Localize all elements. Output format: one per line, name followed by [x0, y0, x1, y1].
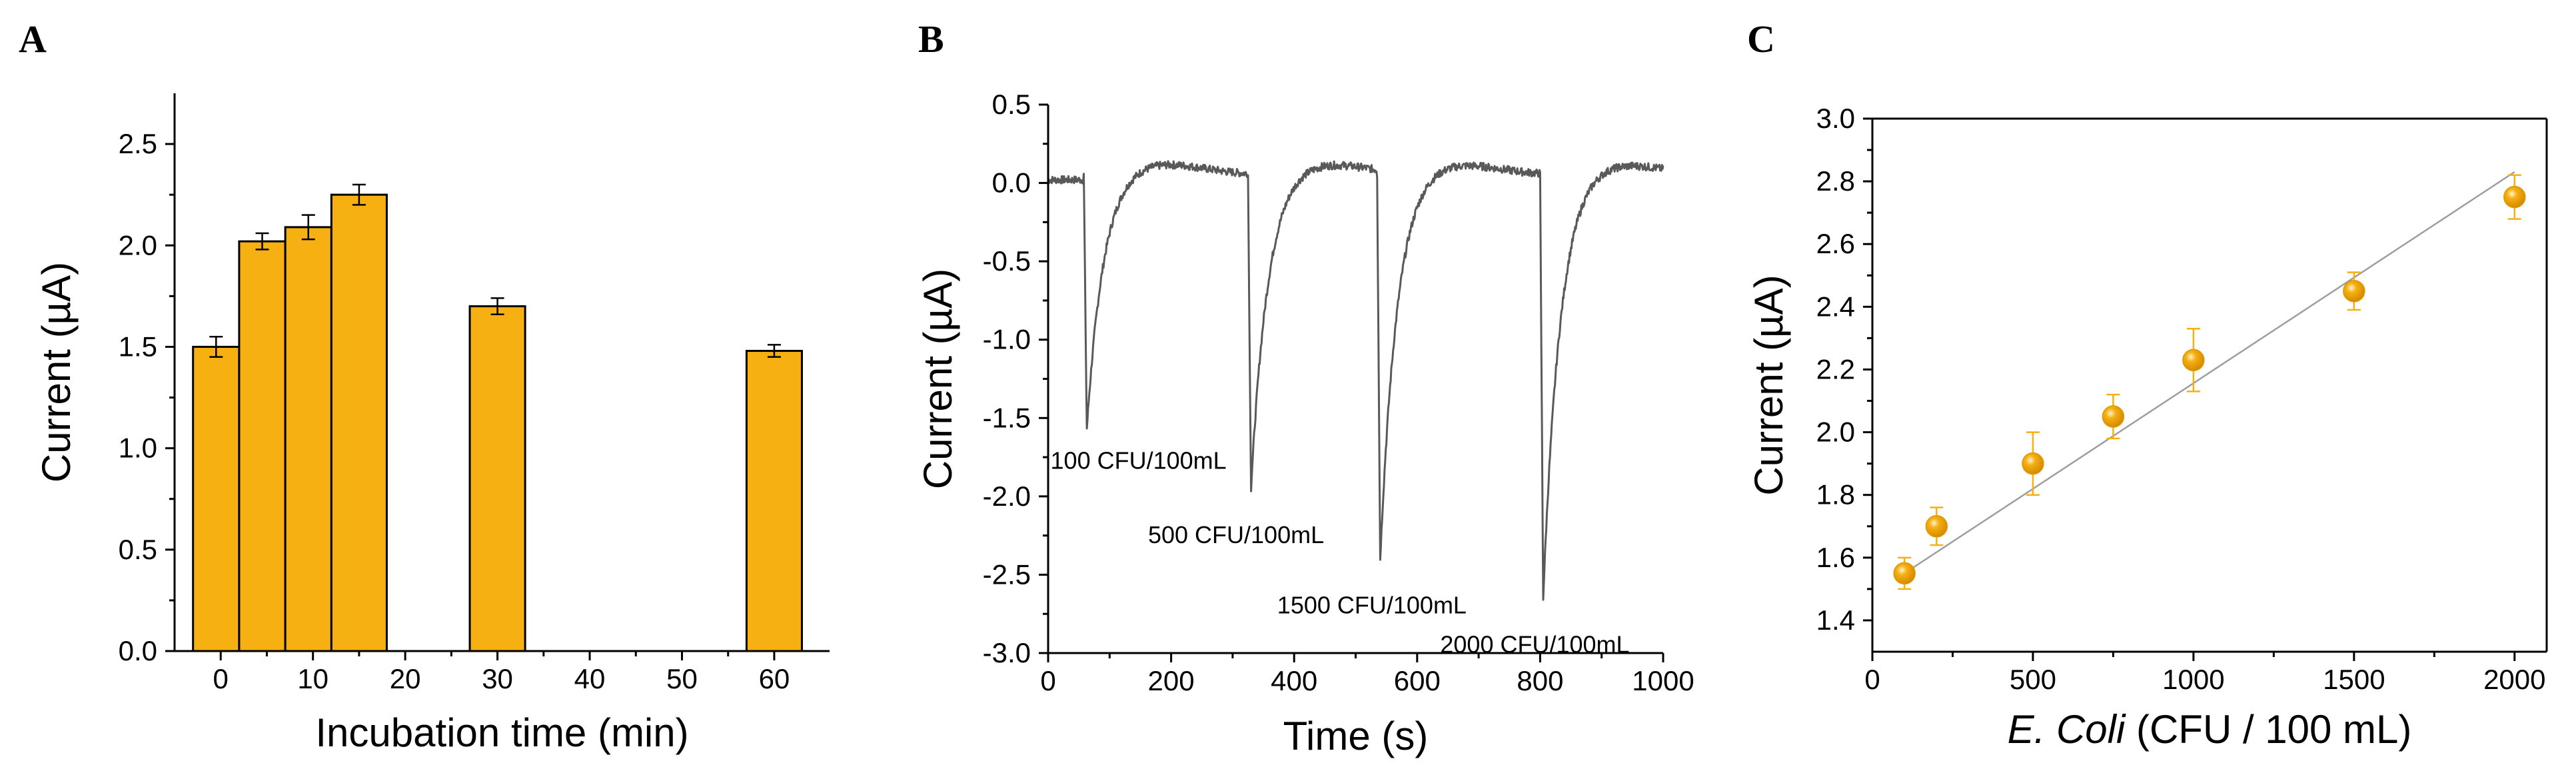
- y-tick-label: 1.5: [119, 331, 157, 362]
- x-tick-label: 800: [1517, 665, 1563, 696]
- y-tick-label: 2.4: [1816, 291, 1855, 322]
- x-axis-title: Time (s): [1283, 714, 1429, 758]
- bar: [238, 240, 287, 652]
- y-tick-label: -1.0: [983, 324, 1031, 355]
- x-tick-label: 500: [2010, 664, 2056, 695]
- bar: [284, 226, 332, 652]
- panel-a-bar-chart: 0 10 20 30 40 50 60 0.0 0.5 1.0 1.5 2.0 2.5 Incubatio…: [34, 93, 830, 755]
- y-tick-label: 2.0: [119, 229, 157, 261]
- bar: [192, 345, 241, 652]
- x-tick-label: 0: [1040, 665, 1055, 696]
- x-tick-label: 60: [759, 663, 790, 694]
- y-tick-label: 1.0: [119, 432, 157, 464]
- y-tick-label: 2.0: [1816, 416, 1855, 448]
- x-tick-label: 0: [1864, 664, 1880, 695]
- data-point: [2182, 349, 2205, 372]
- panel-label-a: A: [19, 17, 47, 61]
- y-tick-label: 3.0: [1816, 103, 1855, 134]
- bar: [330, 193, 388, 652]
- x-axis-title-italic: E. Coli: [2008, 707, 2126, 752]
- y-tick-label: 0.0: [992, 167, 1031, 199]
- y-tick-label: -3.0: [983, 637, 1031, 668]
- fit-line: [1904, 171, 2515, 574]
- panel-label-b: B: [918, 17, 944, 61]
- x-tick-label: 30: [482, 663, 513, 694]
- x-tick-label: 600: [1394, 665, 1441, 696]
- y-tick-label: -2.0: [983, 480, 1031, 512]
- y-tick-label: 2.8: [1816, 165, 1855, 197]
- x-tick-label: 1500: [2323, 664, 2385, 695]
- y-tick-label: 2.2: [1816, 353, 1855, 385]
- x-tick-label: 400: [1271, 665, 1317, 696]
- y-tick-label: 2.6: [1816, 228, 1855, 259]
- panel-c-scatter-chart: 0 500 1000 1500 2000 1.4 1.6 1.8 2.0 2.2 2.4 2.6 2.8…: [1746, 103, 2548, 752]
- peak-label: 100 CFU/100mL: [1051, 447, 1227, 474]
- x-tick-label: 1000: [1632, 665, 1694, 696]
- x-tick-label: 40: [574, 663, 606, 694]
- bar: [468, 305, 526, 652]
- x-tick-label: 0: [213, 663, 229, 694]
- data-point: [2022, 452, 2044, 475]
- x-tick-label: 2000: [2483, 664, 2545, 695]
- y-tick-label: 0.5: [119, 534, 157, 565]
- y-tick-label: 0.5: [992, 89, 1031, 120]
- y-tick-label: -2.5: [983, 558, 1031, 590]
- x-tick-label: 200: [1148, 665, 1195, 696]
- x-tick-label: 1000: [2162, 664, 2224, 695]
- bar: [745, 350, 803, 652]
- x-axis-title: E. Coli (CFU / 100 mL): [2008, 707, 2412, 752]
- x-tick-label: 20: [390, 663, 421, 694]
- y-axis-title: Current (µA): [916, 269, 960, 489]
- y-axis-title: Current (µA): [34, 262, 79, 482]
- x-tick-label: 10: [297, 663, 328, 694]
- data-point: [1925, 515, 1948, 538]
- data-point: [2343, 280, 2365, 303]
- x-axis-title-rest: (CFU / 100 mL): [2125, 707, 2411, 752]
- y-tick-label: 1.6: [1816, 542, 1855, 573]
- y-tick-label: -1.5: [983, 402, 1031, 433]
- y-tick-label: -0.5: [983, 245, 1031, 277]
- panel-b-line-chart: 100 CFU/100mL 500 CFU/100mL 1500 CFU/100mL…: [916, 89, 1694, 758]
- peak-label: 1500 CFU/100mL: [1277, 592, 1467, 619]
- y-tick-label: 1.8: [1816, 479, 1855, 510]
- data-point: [2503, 185, 2526, 209]
- y-tick-label: 2.5: [119, 128, 157, 159]
- x-tick-label: 50: [666, 663, 698, 694]
- panel-label-c: C: [1747, 17, 1775, 61]
- y-axis-title: Current (µA): [1746, 275, 1791, 495]
- current-trace-line: [1047, 160, 1664, 601]
- y-tick-label: 1.4: [1816, 604, 1855, 636]
- data-point: [1893, 562, 1916, 585]
- data-point: [2102, 405, 2125, 428]
- x-axis-title: Incubation time (min): [315, 710, 688, 755]
- peak-label: 500 CFU/100mL: [1148, 521, 1324, 548]
- y-tick-label: 0.0: [119, 635, 157, 666]
